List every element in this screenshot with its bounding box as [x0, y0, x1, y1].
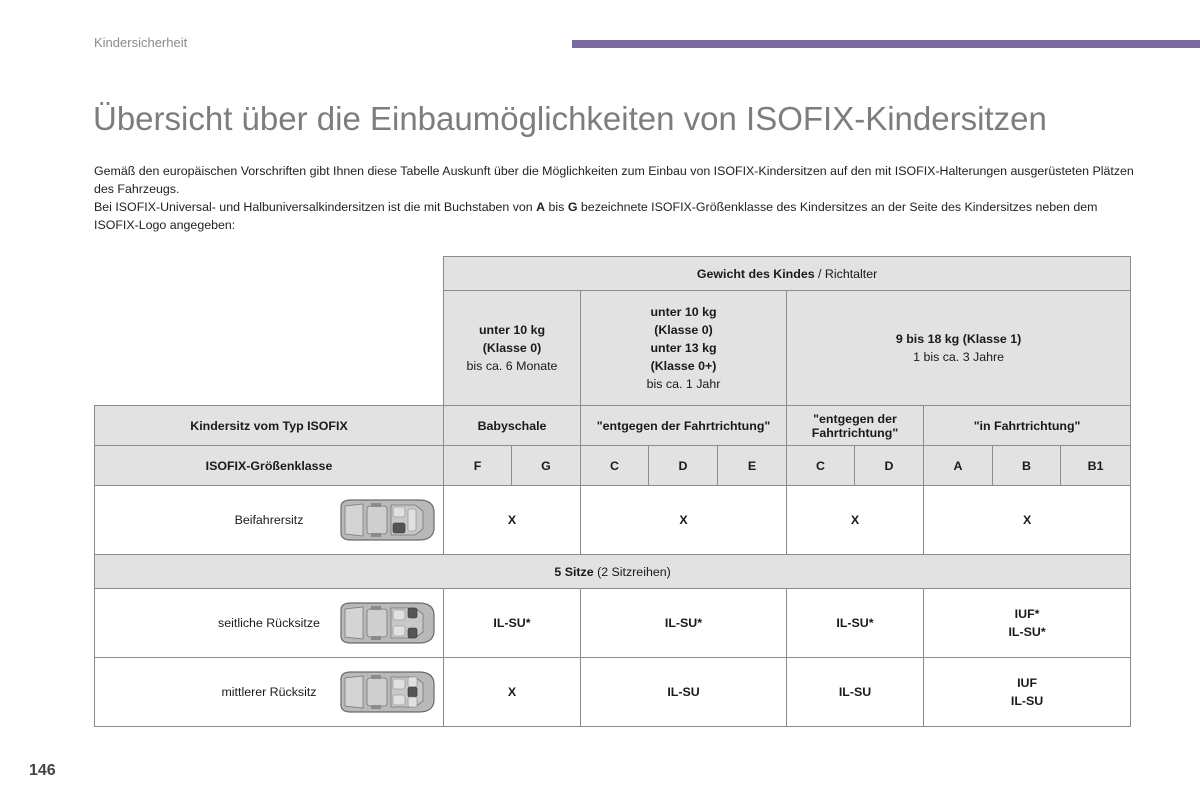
intro-paragraph-1: Gemäß den europäischen Vorschriften gibt… — [94, 164, 1134, 196]
table-row: mittlerer Rücksitz X IL-SU IL-SU IUF IL-… — [94, 657, 1132, 727]
table-corner-blank — [94, 256, 444, 291]
weight-group-1: unter 10 kg (Klasse 0) bis ca. 6 Monate — [443, 290, 581, 406]
intro-paragraph-2: Bei ISOFIX-Universal- und Halbuniversalk… — [94, 200, 1098, 232]
front-rearward-2-value: X — [786, 485, 924, 555]
size-class-b1: B1 — [1059, 445, 1132, 486]
row-label-side-rear: seitliche Rücksitze — [94, 588, 444, 658]
page-title: Übersicht über die Einbaumöglichkeiten v… — [93, 100, 1047, 138]
side-rear-rearward-1-value: IL-SU* — [580, 588, 787, 658]
size-class-a: A — [923, 445, 993, 486]
table-corner-blank-2 — [94, 290, 444, 406]
size-class-d: D — [648, 445, 718, 486]
type-row-label: Kindersitz vom Typ ISOFIX — [94, 405, 444, 446]
type-babyschale: Babyschale — [443, 405, 581, 446]
size-class-f: F — [443, 445, 512, 486]
size-class-d-2: D — [854, 445, 924, 486]
isofix-table: Gewicht des Kindes / Richtalter unter 10… — [93, 256, 1132, 727]
section-label: Kindersicherheit — [94, 35, 188, 50]
row-label-front-passenger: Beifahrersitz — [94, 485, 444, 555]
size-class-e: E — [717, 445, 787, 486]
row-label-middle-rear: mittlerer Rücksitz — [94, 657, 444, 727]
type-rearward-1: "entgegen der Fahrtrichtung" — [580, 405, 787, 446]
side-rear-rearward-2-value: IL-SU* — [786, 588, 924, 658]
table-row: Beifahrersitz X X X X — [94, 485, 1132, 555]
middle-rear-babyschale-value: X — [443, 657, 581, 727]
page-number: 146 — [29, 762, 56, 779]
size-row-label: ISOFIX-Größenklasse — [94, 445, 444, 486]
weight-group-2: unter 10 kg (Klasse 0) unter 13 kg (Klas… — [580, 290, 787, 406]
car-middle-rear-seat-icon — [340, 671, 435, 713]
front-forward-value: X — [922, 485, 1132, 555]
size-class-c: C — [580, 445, 649, 486]
weight-header: Gewicht des Kindes / Richtalter — [442, 256, 1132, 291]
middle-rear-rearward-2-value: IL-SU — [786, 657, 924, 727]
front-rearward-1-value: X — [580, 485, 787, 555]
side-rear-babyschale-value: IL-SU* — [443, 588, 581, 658]
front-babyschale-value: X — [443, 485, 581, 555]
size-class-g: G — [511, 445, 581, 486]
section-accent-bar — [572, 40, 1200, 48]
side-rear-forward-value: IUF* IL-SU* — [922, 588, 1132, 658]
five-seats-heading: 5 Sitze (2 Sitzreihen) — [93, 554, 1132, 589]
car-side-rear-seats-icon — [340, 602, 435, 644]
intro-text: Gemäß den europäischen Vorschriften gibt… — [94, 162, 1134, 234]
table-row: seitliche Rücksitze IL-SU* IL-SU* IL-SU*… — [94, 588, 1132, 658]
type-rearward-2: "entgegen der Fahrtrichtung" — [786, 405, 924, 446]
size-class-b: B — [992, 445, 1061, 486]
middle-rear-rearward-1-value: IL-SU — [580, 657, 787, 727]
weight-group-3: 9 bis 18 kg (Klasse 1) 1 bis ca. 3 Jahre — [785, 290, 1132, 406]
type-forward: "in Fahrtrichtung" — [922, 405, 1132, 446]
middle-rear-forward-value: IUF IL-SU — [922, 657, 1132, 727]
car-front-seat-icon — [340, 499, 435, 541]
size-class-c-2: C — [786, 445, 855, 486]
